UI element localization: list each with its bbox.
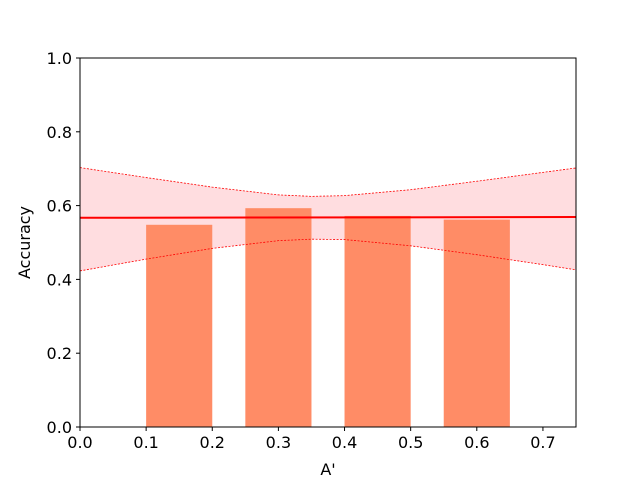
confidence-band-lower (79, 238, 577, 272)
bar-1 (146, 224, 213, 427)
bar-3 (344, 215, 411, 427)
x-ticks: 0.0 0.1 0.2 0.3 0.4 0.5 0.6 0.7 (67, 427, 556, 452)
plot-frame (79, 57, 577, 428)
fit-line-layer (79, 167, 577, 272)
x-tick-label: 0.6 (464, 433, 489, 452)
y-axis-label: Accuracy (15, 206, 34, 279)
y-tick-label: 0.0 (47, 418, 72, 437)
x-tick-label: 0.0 (67, 433, 92, 452)
bar-4 (443, 219, 510, 427)
x-tick-label: 0.4 (332, 433, 357, 452)
confidence-band-upper (79, 167, 577, 197)
fit-line (79, 216, 577, 219)
x-tick-label: 0.7 (530, 433, 555, 452)
bars-layer (146, 208, 510, 427)
x-tick-label: 0.5 (398, 433, 423, 452)
x-axis-label: A' (320, 460, 335, 479)
y-tick-label: 0.4 (47, 270, 72, 289)
x-tick-label: 0.2 (200, 433, 225, 452)
bar-2 (245, 208, 312, 427)
x-tick-label: 0.3 (266, 433, 291, 452)
y-tick-label: 0.6 (47, 197, 72, 216)
y-tick-label: 0.8 (47, 123, 72, 142)
y-ticks: 0.0 0.2 0.4 0.6 0.8 1.0 (47, 49, 80, 437)
y-tick-label: 1.0 (47, 49, 72, 68)
y-tick-label: 0.2 (47, 344, 72, 363)
x-tick-label: 0.1 (133, 433, 158, 452)
